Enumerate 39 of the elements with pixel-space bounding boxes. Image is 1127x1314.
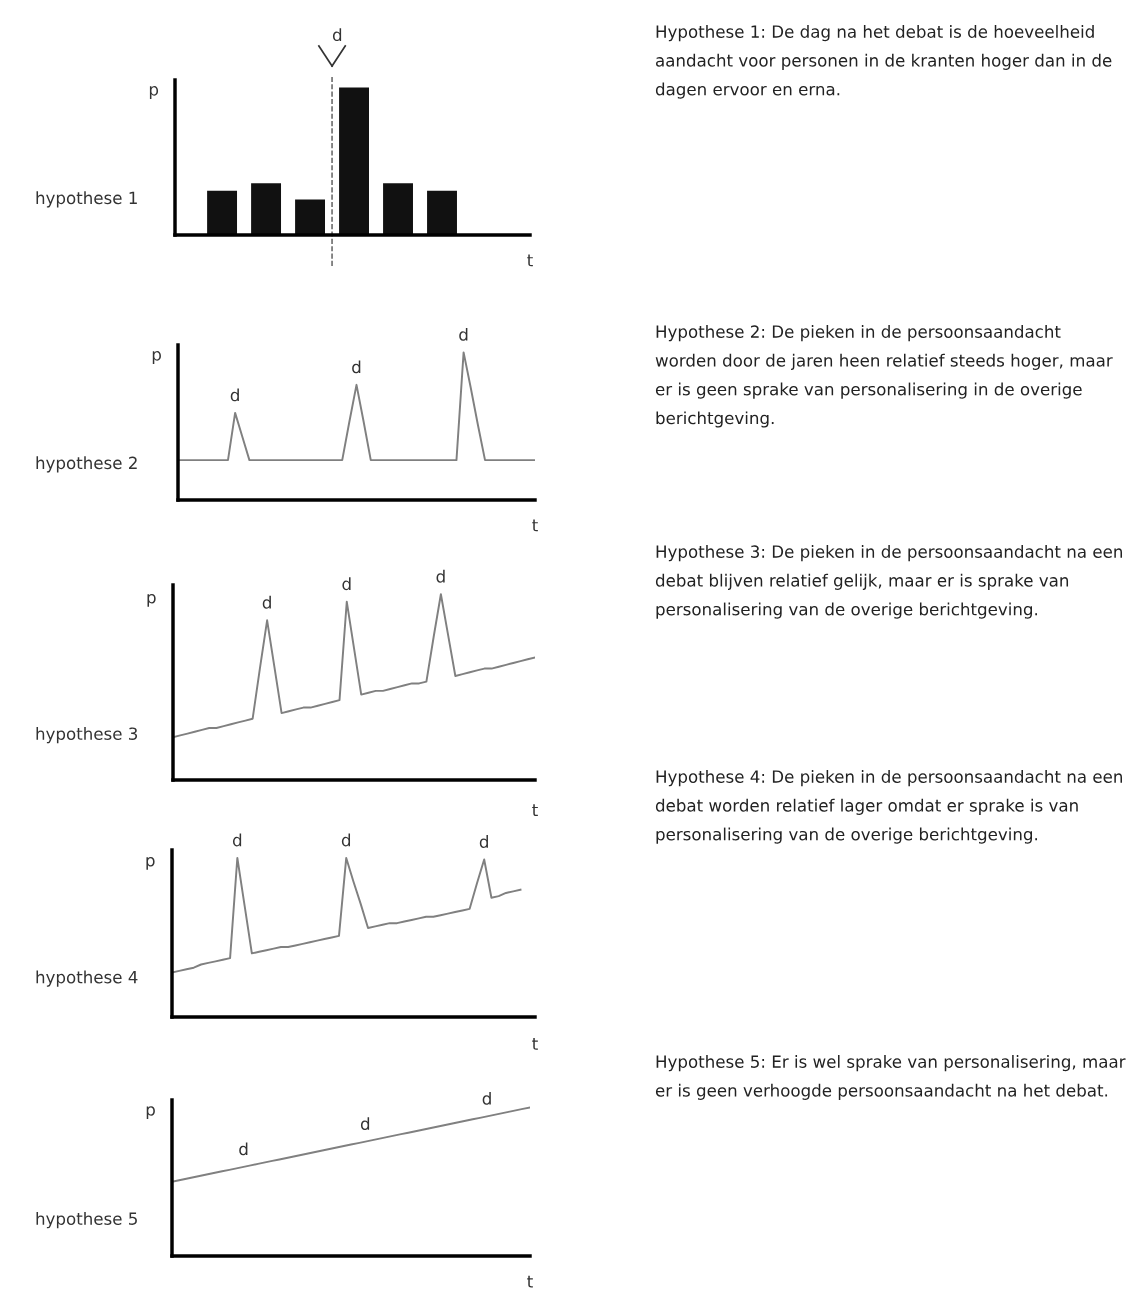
x-axis-title: t — [527, 254, 533, 267]
annotation: d — [262, 595, 271, 609]
text: Hypothese 5: Er is wel sprake van personalisering, maar er is geen verhoogde persoonsaandacht na het debat. — [655, 1055, 1126, 1100]
bar — [427, 190, 457, 235]
y-axis-title: p — [146, 856, 155, 870]
bar — [207, 190, 238, 235]
annotation: d — [342, 577, 351, 591]
text: hypothese 3 — [36, 727, 138, 744]
text: Hypothese 1: De dag na het debat is de hoeveelheid aandacht voor personen in de kranten hoger dan in de dagen ervoor en erna. — [655, 25, 1112, 99]
text: d — [332, 28, 342, 42]
text: hypothese 5 — [36, 1212, 137, 1229]
annotation: d — [436, 569, 445, 583]
annotation: d — [232, 833, 242, 847]
annotation: d — [352, 360, 361, 374]
x-axis-title: t — [527, 1275, 533, 1288]
y-axis-title: p — [149, 86, 159, 99]
text: hypothese 1 — [36, 191, 137, 208]
annotation: d — [360, 1117, 370, 1131]
x-axis-title: t — [532, 519, 538, 532]
text: Hypothese 2: De pieken in de persoonsaandacht worden door de jaren heen relatief steeds hoger, maar er is geen sprake van personalisering in de overige berichtgeving. — [655, 325, 1113, 428]
bar — [295, 199, 326, 235]
y-axis-title: p — [147, 593, 156, 607]
y-axis-title: p — [146, 1106, 155, 1119]
bar — [339, 87, 369, 235]
annotation: d — [479, 835, 488, 848]
bar — [383, 183, 413, 235]
annotation: d — [459, 327, 468, 341]
annotation: d — [239, 1142, 248, 1156]
x-axis-title: t — [532, 804, 538, 817]
annotation: d — [230, 388, 239, 402]
annotation: d — [482, 1091, 491, 1105]
text: Hypothese 3: De pieken in de persoonsaandacht na een debat blijven relatief gelijk, maar er is sprake van personalisering van de overige berichtgeving. — [655, 545, 1122, 619]
annotation: d — [341, 833, 351, 847]
y-axis-title: p — [152, 351, 161, 364]
text: hypothese 4 — [36, 970, 138, 987]
text: Hypothese 4: De pieken in de persoonsaandacht na een debat worden relatief lager omdat er sprake is van personalisering van de overige berichtgeving. — [655, 770, 1122, 844]
text: hypothese 2 — [36, 456, 137, 473]
x-axis-title: t — [532, 1038, 538, 1050]
bar — [251, 183, 282, 235]
